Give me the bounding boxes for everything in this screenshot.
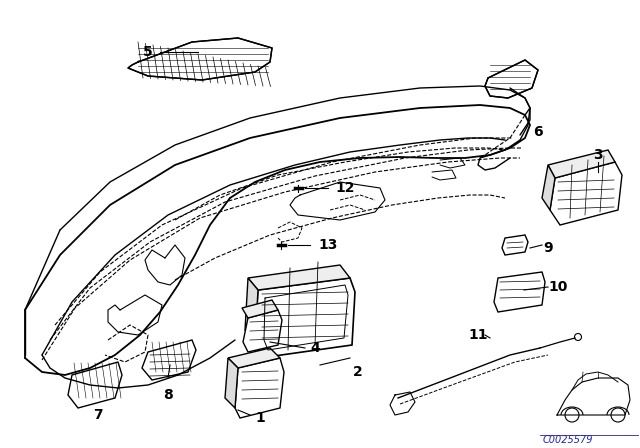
Polygon shape <box>235 358 284 418</box>
Text: 6: 6 <box>533 125 543 139</box>
Text: 13: 13 <box>318 238 338 252</box>
Text: 2: 2 <box>353 365 363 379</box>
Text: 10: 10 <box>548 280 568 294</box>
Polygon shape <box>225 358 238 408</box>
Circle shape <box>611 408 625 422</box>
Text: 7: 7 <box>93 408 103 422</box>
Text: 4: 4 <box>310 341 320 355</box>
Polygon shape <box>142 340 196 380</box>
Text: C0025579: C0025579 <box>543 435 593 445</box>
Text: 8: 8 <box>163 388 173 402</box>
Polygon shape <box>548 150 615 178</box>
Text: 11: 11 <box>468 328 488 342</box>
Polygon shape <box>248 265 350 290</box>
Polygon shape <box>243 310 282 352</box>
Polygon shape <box>542 165 555 210</box>
Polygon shape <box>228 348 280 368</box>
Polygon shape <box>502 235 528 255</box>
Text: 1: 1 <box>255 411 265 425</box>
Polygon shape <box>242 300 278 318</box>
Polygon shape <box>485 60 538 98</box>
Text: 12: 12 <box>335 181 355 195</box>
Polygon shape <box>550 162 622 225</box>
Text: 9: 9 <box>543 241 553 255</box>
Polygon shape <box>68 362 122 408</box>
Polygon shape <box>494 272 545 312</box>
Polygon shape <box>255 278 355 358</box>
Circle shape <box>565 408 579 422</box>
Text: 5: 5 <box>143 45 153 59</box>
Text: 3: 3 <box>593 148 603 162</box>
Polygon shape <box>128 38 272 80</box>
Polygon shape <box>245 278 258 342</box>
Circle shape <box>575 333 582 340</box>
